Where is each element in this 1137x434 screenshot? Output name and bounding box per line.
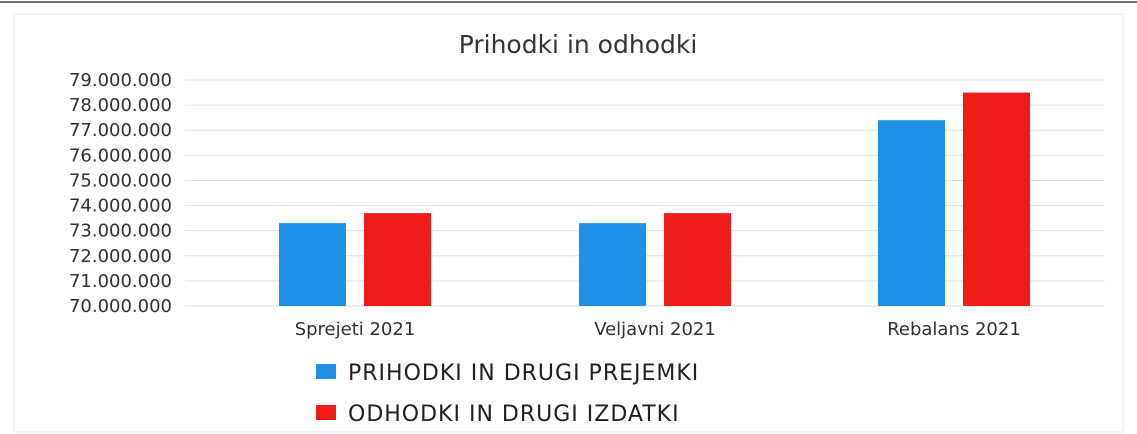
bar-odhodki-0	[364, 213, 431, 306]
y-tick-label: 75.000.000	[69, 170, 172, 191]
y-tick-label: 76.000.000	[69, 145, 172, 166]
legend-swatch	[316, 405, 336, 420]
legend-label: ODHODKI IN DRUGI IZDATKI	[348, 402, 680, 427]
y-tick-label: 70.000.000	[69, 296, 172, 317]
x-category-label: Rebalans 2021	[887, 319, 1021, 340]
bars	[279, 92, 1030, 306]
y-tick-label: 77.000.000	[69, 120, 172, 141]
chart-title: Prihodki in odhodki	[459, 30, 698, 59]
bar-odhodki-1	[664, 213, 731, 306]
y-tick-label: 72.000.000	[69, 246, 172, 267]
legend: PRIHODKI IN DRUGI PREJEMKI ODHODKI IN DRU…	[316, 361, 699, 427]
y-axis-ticks: 70.000.000 71.000.000 72.000.000 73.000.000…	[69, 70, 172, 317]
bar-prihodki-1	[579, 223, 646, 306]
y-tick-label: 74.000.000	[69, 196, 172, 217]
y-tick-label: 79.000.000	[69, 70, 172, 91]
bar-prihodki-0	[279, 223, 346, 306]
y-tick-label: 71.000.000	[69, 271, 172, 292]
x-category-label: Sprejeti 2021	[295, 319, 416, 340]
bar-prihodki-2	[878, 120, 945, 306]
legend-swatch	[316, 364, 336, 379]
x-category-label: Veljavni 2021	[594, 319, 716, 340]
x-axis-categories: Sprejeti 2021 Veljavni 2021 Rebalans 2021	[295, 319, 1021, 340]
y-tick-label: 73.000.000	[69, 221, 172, 242]
y-tick-label: 78.000.000	[69, 95, 172, 116]
bar-odhodki-2	[963, 92, 1030, 306]
legend-label: PRIHODKI IN DRUGI PREJEMKI	[348, 361, 699, 386]
